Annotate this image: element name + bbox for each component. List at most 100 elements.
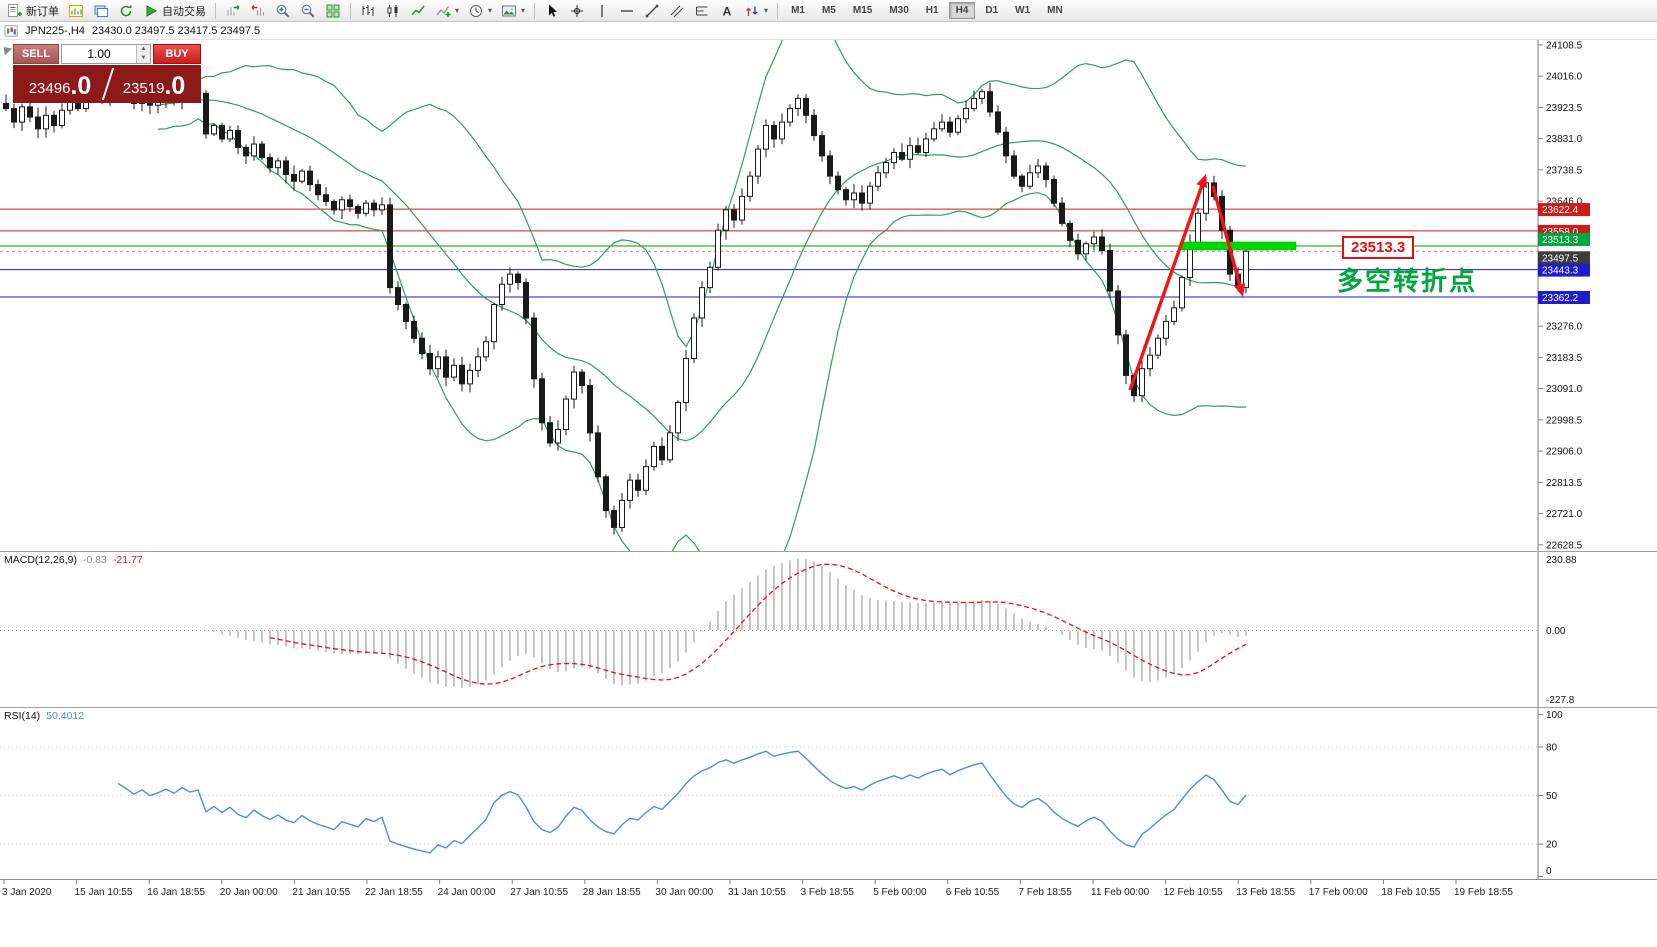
timeframe-m1-button[interactable]: M1 <box>791 5 805 16</box>
svg-text:12 Feb 10:55: 12 Feb 10:55 <box>1164 887 1223 898</box>
timeframe-h1-button[interactable]: H1 <box>925 5 939 16</box>
svg-text:23276.0: 23276.0 <box>1546 322 1583 333</box>
timeframe-mn-button[interactable]: MN <box>1047 5 1063 16</box>
timeframe-w1-button[interactable]: W1 <box>1015 5 1031 16</box>
refresh-icon <box>118 3 134 19</box>
autoscroll-button[interactable] <box>221 0 245 22</box>
time-axis-canvas[interactable]: 3 Jan 2020 15 Jan 10:55 16 Jan 18:55 20 Jan… <box>0 880 1657 900</box>
svg-text:22721.0: 22721.0 <box>1546 509 1583 520</box>
svg-text:100: 100 <box>1546 710 1563 721</box>
rsi-label: RSI(14) 50.4012 <box>4 710 84 722</box>
templates-button[interactable]: ▾ <box>497 0 529 22</box>
fibo-icon <box>694 3 710 19</box>
trendline-button[interactable] <box>640 0 664 22</box>
auto-trading-button[interactable]: 自动交易 <box>139 0 210 22</box>
svg-text:23646.0: 23646.0 <box>1546 197 1583 208</box>
cursor-button[interactable] <box>540 0 564 22</box>
macd-name: MACD(12,26,9) <box>4 554 77 566</box>
timeframe-m5-button[interactable]: M5 <box>821 5 836 16</box>
vline-icon <box>594 3 610 19</box>
bar-chart-button[interactable] <box>356 0 380 22</box>
chart-symbol-period: JPN225-,H4 <box>25 24 85 37</box>
svg-text:22813.5: 22813.5 <box>1546 478 1583 489</box>
sell-price-panel[interactable]: 23496.0 <box>13 65 107 103</box>
chart-grid-icon <box>68 3 84 19</box>
charts-window-icon-button[interactable] <box>64 0 88 22</box>
toolbar-separator <box>534 2 536 19</box>
timeframe-h4-button[interactable]: H4 <box>948 2 976 19</box>
svg-text:23183.5: 23183.5 <box>1546 353 1583 364</box>
indicators-button[interactable]: ▾ <box>431 0 463 22</box>
macd-canvas[interactable]: 230.88 0.00 -227.8 <box>0 552 1657 707</box>
chart-shift-button[interactable] <box>246 0 270 22</box>
clock-icon <box>468 3 484 19</box>
hline-icon <box>619 3 635 19</box>
svg-text:A: A <box>723 4 732 18</box>
arrows-button[interactable]: ▾ <box>740 0 772 22</box>
horizontal-line-button[interactable] <box>615 0 639 22</box>
trendline-icon <box>644 3 660 19</box>
chart-shift-icon <box>250 3 266 19</box>
periods-button[interactable]: ▾ <box>464 0 496 22</box>
timeframe-m30-button[interactable]: M30 <box>889 5 909 16</box>
buy-price-panel[interactable]: 23519.0 <box>107 65 201 103</box>
chevron-down-icon[interactable]: ▾ <box>488 6 493 15</box>
tile-windows-button[interactable] <box>321 0 345 22</box>
svg-text:11 Feb 00:00: 11 Feb 00:00 <box>1091 887 1150 898</box>
profiles-button[interactable] <box>89 0 113 22</box>
toolbar-separator <box>215 2 216 19</box>
svg-text:15 Jan 10:55: 15 Jan 10:55 <box>75 887 133 898</box>
chart-window-title: JPN225-,H4 23430.0 23497.5 23417.5 23497… <box>0 22 1657 40</box>
svg-text:23738.5: 23738.5 <box>1546 165 1583 176</box>
autoscroll-icon <box>225 3 241 19</box>
svg-text:28 Jan 18:55: 28 Jan 18:55 <box>583 887 641 898</box>
channel-button[interactable] <box>665 0 689 22</box>
cursor-icon <box>544 3 560 19</box>
line-chart-button[interactable] <box>406 0 430 22</box>
price-chart-canvas[interactable]: 24108.5 24016.0 23923.5 23831.0 23738.5 23646… <box>0 40 1657 551</box>
chart-ohlc-values: 23430.0 23497.5 23417.5 23497.5 <box>91 24 261 37</box>
chevron-down-icon[interactable]: ▾ <box>521 6 526 15</box>
svg-text:24 Jan 00:00: 24 Jan 00:00 <box>438 887 496 898</box>
zoom-in-button[interactable] <box>271 0 295 22</box>
svg-text:23362.2: 23362.2 <box>1542 293 1579 304</box>
svg-text:6 Feb 10:55: 6 Feb 10:55 <box>946 887 1000 898</box>
play-icon <box>143 3 159 19</box>
turning-point-annotation[interactable]: 多空转折点 <box>1337 266 1478 296</box>
new-order-button[interactable]: 新订单 <box>3 0 63 22</box>
one-click-trading-panel: SELL ▲ ▼ BUY 23496.0 23519.0 <box>0 43 201 103</box>
crosshair-button[interactable] <box>565 0 589 22</box>
vertical-line-button[interactable] <box>590 0 614 22</box>
svg-text:22998.5: 22998.5 <box>1546 415 1583 426</box>
sell-button[interactable]: SELL <box>13 44 59 64</box>
main-toolbar: 新订单 自动交易 ▾ ▾ ▾ A ▾ M1 M5 M15 M30 H1 H4 D1 W1 MN <box>0 0 1657 22</box>
svg-text:3 Jan 2020: 3 Jan 2020 <box>2 887 52 898</box>
price-callout-label[interactable]: 23513.3 <box>1342 236 1415 259</box>
lot-increase-icon[interactable]: ▲ <box>137 45 150 54</box>
svg-text:27 Jan 10:55: 27 Jan 10:55 <box>510 887 568 898</box>
buy-button[interactable]: BUY <box>153 44 201 64</box>
zoom-out-button[interactable] <box>296 0 320 22</box>
macd-signal-value: -21.77 <box>112 554 143 566</box>
rsi-canvas[interactable]: 100 80 50 20 0 <box>0 708 1657 879</box>
macd-indicator-pane: 230.88 0.00 -227.8 <box>0 551 1657 707</box>
svg-text:23513.3: 23513.3 <box>1542 235 1579 246</box>
candlestick-chart-button[interactable] <box>381 0 405 22</box>
chevron-down-icon[interactable]: ▾ <box>764 6 769 15</box>
chevron-down-icon[interactable]: ▾ <box>455 6 460 15</box>
template-icon <box>501 3 517 19</box>
line-icon <box>410 3 426 19</box>
chart-tab-icon <box>4 24 18 38</box>
fibonacci-button[interactable] <box>690 0 714 22</box>
svg-text:23443.3: 23443.3 <box>1542 266 1579 277</box>
timeframe-m15-button[interactable]: M15 <box>852 5 873 16</box>
lot-size-input[interactable] <box>62 45 136 63</box>
lot-decrease-icon[interactable]: ▼ <box>137 54 150 63</box>
timeframe-d1-button[interactable]: D1 <box>985 5 999 16</box>
refresh-button[interactable] <box>114 0 138 22</box>
svg-text:3 Feb 18:55: 3 Feb 18:55 <box>801 887 855 898</box>
new-order-button-label: 新订单 <box>26 5 59 18</box>
svg-text:23091.0: 23091.0 <box>1546 384 1583 395</box>
text-button[interactable]: A <box>715 0 739 22</box>
